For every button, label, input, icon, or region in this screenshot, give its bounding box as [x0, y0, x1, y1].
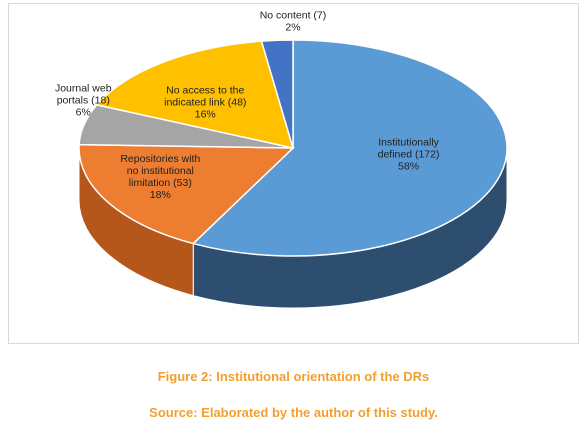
data-label-line: indicated link (48)	[164, 97, 246, 109]
data-label-line: No access to the	[166, 85, 244, 97]
pie-labels: Institutionally defined (172) 58% Repositor…	[55, 10, 440, 202]
slice-no-access-to-the-indicated-link	[95, 40, 295, 150]
data-label-line: Repositories with	[120, 153, 200, 165]
data-label-line: 16%	[195, 109, 216, 121]
data-label-line: limitation (53)	[129, 177, 192, 189]
data-label-no-access-to-the-indicated-link: No access to the indicated link (48) 16%	[164, 85, 246, 121]
data-label-line: defined (172)	[378, 148, 440, 160]
data-label-repositories-with-no-institutional-limitation: Repositories with no institutional limitat…	[120, 153, 200, 201]
data-label-line: 58%	[398, 160, 419, 172]
figure-caption: Figure 2: Institutional orientation of t…	[157, 369, 430, 384]
data-label-line: portals (18)	[57, 94, 110, 106]
data-label-line: 18%	[150, 189, 171, 201]
data-label-line: Journal web	[55, 82, 112, 94]
data-label-line: no institutional	[127, 165, 194, 177]
data-label-line: No content (7)	[260, 10, 327, 22]
data-label-line: Institutionally	[378, 136, 439, 148]
data-label-institutionally-defined: Institutionally defined (172) 58%	[378, 136, 440, 172]
data-label-line: 2%	[285, 22, 300, 34]
chart-frame: Institutionally defined (172) 58% Repositor…	[8, 3, 579, 344]
data-label-journal-web-portals: Journal web portals (18) 6%	[55, 82, 112, 118]
source-caption: Source: Elaborated by the author of this…	[149, 405, 438, 420]
slice-institutionally-defined	[191, 39, 508, 257]
pie-chart: Institutionally defined (172) 58% Repositor…	[55, 10, 508, 309]
slice-repositories-with-no-institutional-limitation	[78, 143, 295, 245]
data-label-line: 6%	[76, 106, 91, 118]
data-label-no-content: No content (7) 2%	[260, 10, 327, 34]
slice-no-content	[260, 39, 294, 149]
pie-slices	[78, 39, 508, 257]
